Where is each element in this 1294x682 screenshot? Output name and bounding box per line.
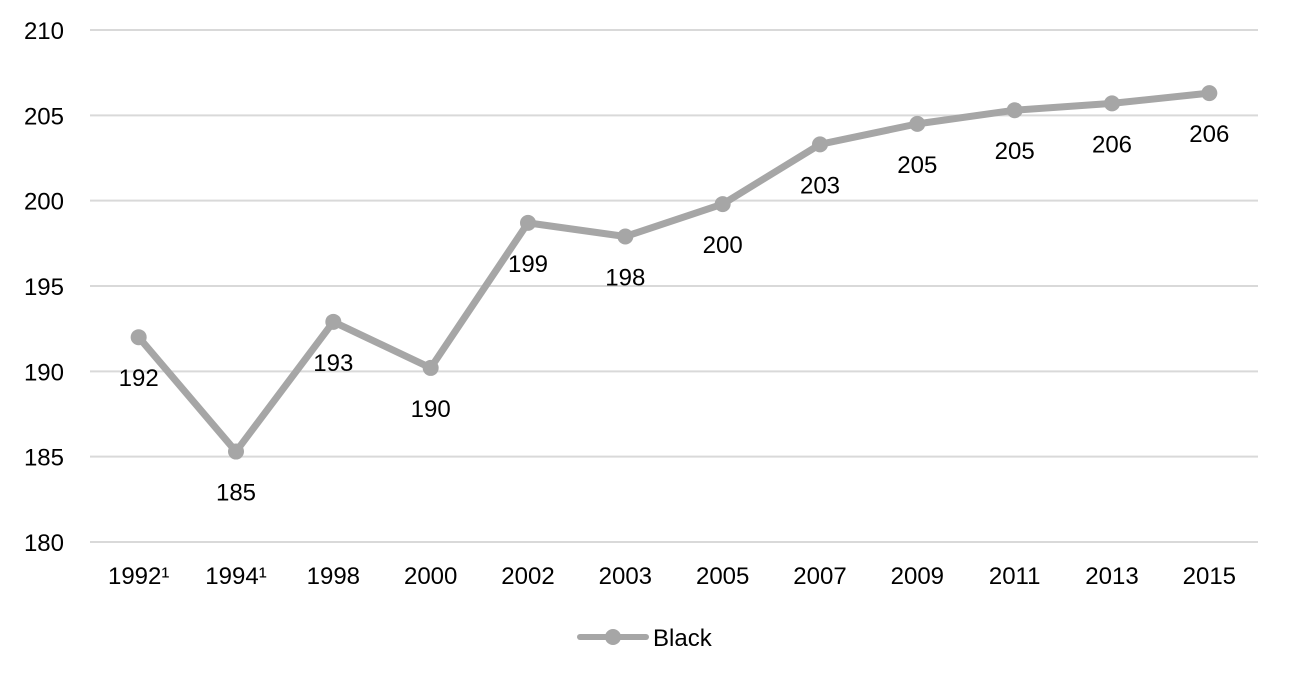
- x-tick-label: 1998: [307, 563, 360, 590]
- data-label: 185: [216, 480, 256, 507]
- data-label: 206: [1092, 131, 1132, 158]
- y-tick-label: 180: [24, 530, 64, 557]
- data-label: 200: [703, 232, 743, 259]
- series-layer: 192 185 193 190 199 198 200 203 205 205 206 206: [119, 85, 1229, 507]
- data-point: [422, 359, 439, 376]
- data-point: [714, 196, 731, 213]
- series-line-0: [135, 89, 1213, 456]
- data-point: [228, 443, 244, 460]
- x-tick-label: 2015: [1183, 563, 1236, 590]
- data-point: [520, 214, 536, 231]
- data-label: 206: [1189, 121, 1229, 148]
- x-tick-label: 2013: [1085, 563, 1138, 590]
- x-tick-label: 1994¹: [205, 563, 266, 590]
- y-tick-label: 200: [24, 189, 64, 216]
- data-point: [1201, 85, 1218, 102]
- x-tick-label: 2002: [501, 563, 554, 590]
- x-axis-tick-labels: 1992¹ 1994¹ 1998 2000 2002 2003 2005 2007 2009 20…: [108, 563, 1236, 590]
- y-tick-label: 205: [24, 103, 64, 130]
- data-label: 203: [800, 172, 840, 199]
- data-label: 205: [897, 152, 937, 179]
- x-tick-label: 2007: [793, 563, 846, 590]
- x-tick-label: 2009: [891, 563, 944, 590]
- data-point: [909, 115, 926, 132]
- x-tick-label: 2000: [404, 563, 457, 590]
- data-label: 190: [411, 396, 451, 423]
- y-axis-tick-labels: 180 185 190 195 200 205 210: [24, 18, 64, 557]
- legend: Black: [577, 625, 713, 652]
- data-point: [1006, 102, 1023, 119]
- legend-label-black: Black: [653, 625, 713, 652]
- data-point: [617, 228, 634, 245]
- y-tick-label: 195: [24, 274, 64, 301]
- y-tick-label: 185: [24, 445, 64, 472]
- data-label: 192: [119, 365, 159, 392]
- gridlines: [90, 29, 1258, 543]
- x-tick-label: 2003: [599, 563, 652, 590]
- data-point: [1104, 95, 1120, 112]
- data-point: [130, 329, 147, 346]
- data-label: 193: [313, 350, 353, 377]
- y-tick-label: 190: [24, 359, 64, 386]
- data-label: 199: [508, 251, 548, 278]
- x-tick-label: 2011: [989, 563, 1041, 590]
- legend-marker-swatch: [605, 629, 621, 645]
- x-tick-label: 2005: [696, 563, 749, 590]
- data-point: [812, 136, 828, 153]
- data-label: 198: [605, 265, 645, 292]
- x-tick-label: 1992¹: [108, 563, 169, 590]
- y-tick-label: 210: [24, 18, 64, 45]
- data-point: [325, 313, 342, 330]
- data-label: 205: [995, 138, 1035, 165]
